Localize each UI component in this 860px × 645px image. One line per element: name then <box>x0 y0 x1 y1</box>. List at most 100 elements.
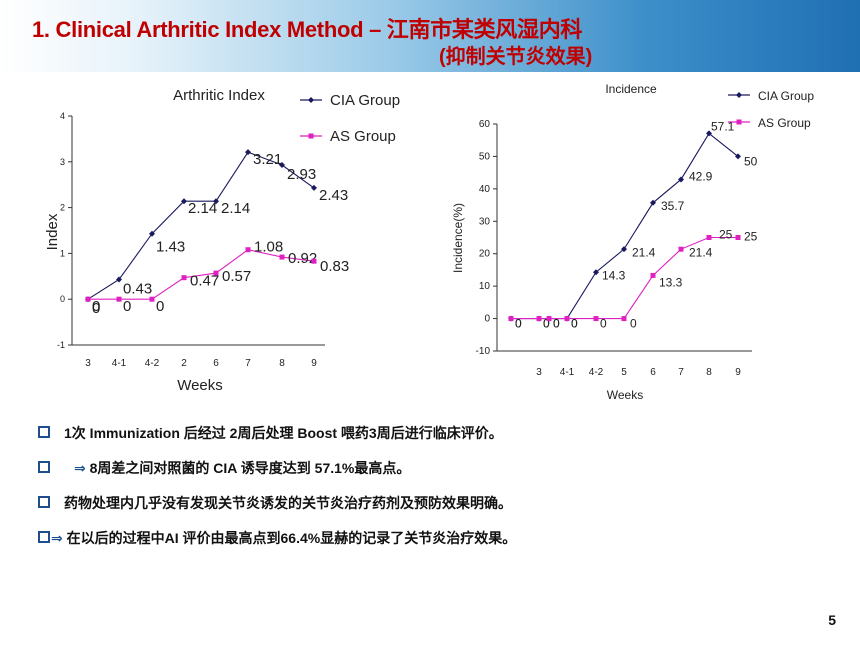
inc-data-point-cia <box>678 176 684 183</box>
slide-title: 1. Clinical Arthritic Index Method – 江南市… <box>32 17 583 42</box>
inc-data-label: 42.9 <box>689 170 713 184</box>
inc-legend-marker <box>736 92 742 98</box>
inc-y-tick-label: -10 <box>476 346 491 357</box>
inc-y-tick-label: 40 <box>479 184 491 195</box>
inc-data-point-as <box>650 272 656 278</box>
ai-chart-title: Arthritic Index <box>173 87 265 104</box>
inc-data-label: 35.7 <box>661 199 685 213</box>
ai-data-label: 0 <box>92 298 100 315</box>
inc-data-label: 14.3 <box>602 268 626 282</box>
ai-data-label: 2.43 <box>319 187 348 204</box>
bullet-text: ⇒ 8周差之间对照菌的 CIA 诱导度达到 57.1%最高点。 <box>74 458 410 478</box>
inc-x-tick-label: 4-2 <box>589 367 604 378</box>
inc-data-label: 0 <box>600 317 607 331</box>
checkbox-bullet-icon <box>38 461 50 473</box>
bullet-text: ⇒ 在以后的过程中AI 评价由最高点到66.4%显赫的记录了关节炎治疗效果。 <box>51 528 516 548</box>
ai-data-label: 0.47 <box>190 273 219 290</box>
ai-data-label: 2.93 <box>287 166 316 183</box>
ai-legend-label: CIA Group <box>330 92 400 109</box>
inc-data-label: 0 <box>553 317 560 331</box>
ai-data-point-as <box>85 296 91 302</box>
bullet-item: ⇒ 在以后的过程中AI 评价由最高点到66.4%显赫的记录了关节炎治疗效果。 <box>38 528 838 563</box>
inc-data-label: 13.3 <box>659 276 683 290</box>
inc-y-tick-label: 50 <box>479 151 491 162</box>
ai-data-label: 0.57 <box>222 268 251 285</box>
ai-data-point-as <box>311 258 317 264</box>
inc-legend-label: CIA Group <box>758 89 814 103</box>
page-number: 5 <box>828 612 836 628</box>
ai-data-point-cia <box>311 184 317 191</box>
ai-data-point-cia <box>245 149 251 156</box>
bullet-text: 药物处理内几乎没有发现关节炎诱发的关节炎治疗药剂及预防效果明确。 <box>64 495 512 511</box>
checkbox-bullet-icon <box>38 531 50 543</box>
ai-data-point-as <box>149 296 155 302</box>
ai-data-label: 0.43 <box>123 280 152 297</box>
ai-data-point-cia <box>213 198 219 205</box>
bullet-item: 药物处理内几乎没有发现关节炎诱发的关节炎治疗药剂及预防效果明确。 <box>38 493 838 528</box>
inc-data-label: 57.1 <box>711 120 735 134</box>
inc-data-label: 0 <box>630 317 637 331</box>
inc-data-label: 21.4 <box>632 245 656 259</box>
inc-data-point-cia <box>621 246 627 253</box>
inc-x-tick-label: 5 <box>621 367 627 378</box>
inc-x-tick-label: 4-1 <box>560 367 575 378</box>
ai-y-tick-label: 2 <box>60 203 65 213</box>
inc-data-point-as <box>564 316 570 322</box>
ai-series-line-as <box>88 249 315 300</box>
inc-data-point-as <box>508 316 514 322</box>
inc-y-tick-label: 30 <box>479 216 491 227</box>
ai-x-tick-label: 4-2 <box>145 358 160 369</box>
ai-data-label: 2.14 <box>221 200 250 217</box>
inc-legend-label: AS Group <box>758 116 811 130</box>
inc-data-label: 0 <box>571 317 578 331</box>
ai-data-label: 0 <box>92 300 100 317</box>
title-banner: 1. Clinical Arthritic Index Method – 江南市… <box>0 0 860 72</box>
bullet-text-body: 8周差之间对照菌的 CIA 诱导度达到 57.1%最高点。 <box>89 460 411 476</box>
inc-series-line-as <box>511 236 738 320</box>
ai-data-label: 1.43 <box>156 239 185 256</box>
inc-y-tick-label: 60 <box>479 119 491 130</box>
checkbox-bullet-icon <box>38 496 50 508</box>
ai-x-axis-label: Weeks <box>177 377 223 394</box>
ai-data-point-cia <box>116 276 122 283</box>
inc-y-tick-label: 0 <box>484 314 490 325</box>
inc-data-point-cia <box>706 130 712 137</box>
inc-y-axis-label: Incidence(%) <box>451 203 465 273</box>
inc-data-point-cia <box>735 153 741 160</box>
inc-x-tick-label: 9 <box>735 367 741 378</box>
ai-x-tick-label: 6 <box>213 358 219 369</box>
ai-data-point-cia <box>149 230 155 237</box>
inc-data-label: 0 <box>515 317 522 331</box>
inc-x-tick-label: 3 <box>536 367 542 378</box>
ai-data-label: 2.14 <box>188 200 217 217</box>
inc-y-tick-label: 10 <box>479 281 491 292</box>
inc-data-label: 0 <box>543 317 550 331</box>
bullet-item: 1次 Immunization 后经过 2周后处理 Boost 喂药3周后进行临… <box>38 423 838 458</box>
inc-data-point-as <box>706 235 712 240</box>
ai-data-point-as <box>213 270 219 276</box>
ai-data-point-cia <box>181 198 187 205</box>
inc-data-label: 0 <box>571 317 578 331</box>
bullet-text-body: 在以后的过程中AI 评价由最高点到66.4%显赫的记录了关节炎治疗效果。 <box>66 530 517 546</box>
ai-data-label: 3.21 <box>253 151 282 168</box>
inc-data-label: 25 <box>719 228 733 242</box>
inc-series-line-cia <box>511 132 739 320</box>
inc-data-point-as <box>735 235 741 240</box>
ai-series-line-cia <box>87 151 315 300</box>
inc-x-tick-label: 8 <box>706 367 712 378</box>
ai-x-tick-label: 9 <box>311 358 317 369</box>
inc-chart-title: Incidence <box>605 82 657 96</box>
inc-data-label: 50 <box>744 155 758 169</box>
ai-y-tick-label: 0 <box>60 294 65 304</box>
ai-data-label: 0 <box>156 298 164 315</box>
ai-legend-marker <box>308 97 314 103</box>
inc-data-label: 0 <box>515 317 522 331</box>
ai-y-axis-label: Index <box>44 213 61 250</box>
ai-legend-label: AS Group <box>330 128 396 145</box>
ai-x-tick-label: 4-1 <box>112 358 127 369</box>
inc-data-point-as <box>536 316 542 322</box>
arrow-right-icon: ⇒ <box>51 531 63 547</box>
ai-data-label: 0.92 <box>288 250 317 267</box>
inc-data-label: 0 <box>553 317 560 331</box>
